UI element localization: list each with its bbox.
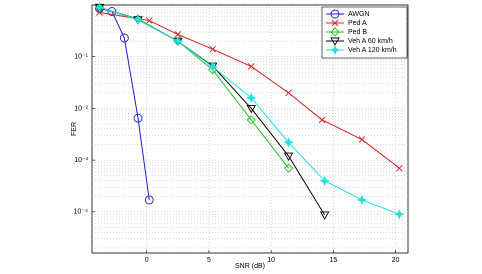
- legend-item: Ped B: [326, 27, 367, 37]
- legend-marker: [331, 19, 339, 27]
- legend-marker: [330, 27, 340, 37]
- x-tick-label: 5: [207, 257, 211, 264]
- legend-label: Veh A 60 km/h: [348, 38, 393, 45]
- x-tick-label: 10: [267, 257, 275, 264]
- marker: [283, 163, 294, 173]
- marker: [246, 92, 257, 104]
- legend-marker: [329, 44, 341, 56]
- marker: [358, 136, 366, 143]
- x-tick-label: 20: [392, 257, 400, 264]
- marker: [283, 137, 294, 148]
- marker: [94, 2, 105, 13]
- marker: [119, 33, 129, 43]
- y-axis-label: FER: [71, 122, 78, 136]
- marker: [283, 152, 294, 161]
- legend-item: Ped A: [326, 19, 367, 27]
- marker: [246, 115, 256, 125]
- marker: [247, 63, 255, 70]
- marker: [133, 113, 143, 123]
- legend-marker: [330, 37, 340, 46]
- y-tick-label: 10⁻⁴: [74, 209, 89, 216]
- marker: [209, 45, 216, 53]
- x-tick-label: 15: [329, 257, 337, 264]
- marker: [174, 31, 182, 38]
- marker: [319, 175, 330, 186]
- marker: [172, 36, 183, 47]
- marker: [246, 104, 257, 114]
- marker: [107, 7, 117, 16]
- series: [94, 2, 405, 220]
- legend-item: Veh A 120 km/h: [326, 44, 397, 56]
- x-tick-label: 0: [145, 257, 149, 264]
- series-line: [99, 6, 289, 169]
- marker: [207, 61, 218, 72]
- grid-layer: [92, 5, 408, 253]
- legend-label: Ped A: [348, 20, 367, 27]
- marker: [395, 164, 403, 172]
- y-tick-label: 10⁻²: [74, 105, 88, 112]
- marker: [318, 116, 326, 124]
- legend-label: Ped B: [348, 29, 367, 36]
- marker: [144, 195, 154, 205]
- marker: [285, 89, 292, 97]
- marker: [319, 211, 330, 220]
- legend-label: Veh A 120 km/h: [348, 47, 397, 54]
- y-tick-label: 10⁻³: [74, 157, 88, 164]
- marker: [356, 194, 368, 206]
- legend-label: AWGN: [348, 11, 370, 18]
- marker: [394, 209, 405, 220]
- legend-marker: [330, 9, 340, 19]
- x-axis-label: SNR (dB): [235, 263, 265, 270]
- legend-item: AWGN: [326, 9, 370, 19]
- legend-item: Veh A 60 km/h: [326, 37, 393, 46]
- marker: [132, 14, 144, 25]
- marker: [145, 17, 153, 24]
- series: [96, 9, 403, 172]
- y-tick-label: 10⁻¹: [74, 54, 88, 61]
